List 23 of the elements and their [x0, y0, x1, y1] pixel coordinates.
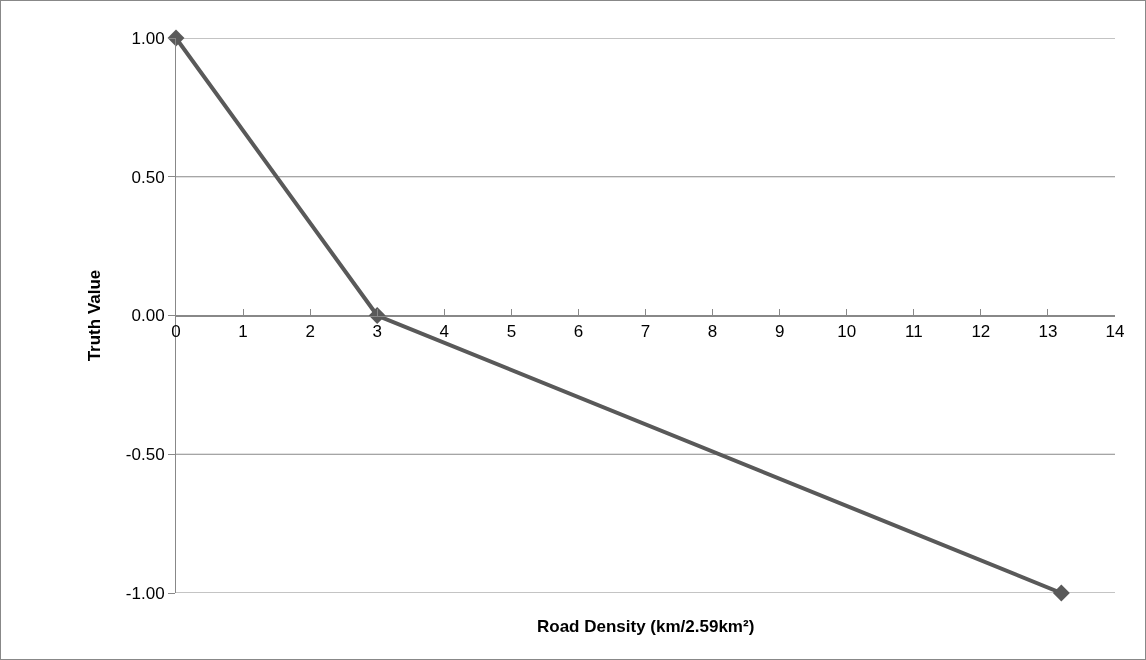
y-tick-label: 1.00 — [131, 28, 165, 48]
x-tick-label: 3 — [372, 321, 382, 341]
x-tick-label: 14 — [1105, 321, 1125, 341]
y-tick-label: 0.00 — [131, 306, 165, 326]
x-tick-label: 13 — [1038, 321, 1058, 341]
x-tick-label: 7 — [640, 321, 651, 341]
x-tick-label: 6 — [573, 321, 584, 341]
x-tick-label: 10 — [837, 321, 857, 341]
y-axis-title: Truth Value — [85, 269, 105, 362]
x-tick-label: 9 — [774, 321, 785, 341]
x-tick-label: 0 — [171, 321, 181, 341]
y-tick-label: -0.50 — [125, 445, 165, 465]
x-tick-label: 5 — [506, 321, 517, 341]
point — [1052, 584, 1070, 602]
x-tick-label: 4 — [439, 321, 450, 341]
y-tick-label: 0.50 — [131, 167, 165, 187]
x-tick-label: 12 — [971, 321, 991, 341]
x-tick-label: 2 — [305, 321, 315, 341]
x-axis-title: Road Density (km/2.59km²) — [537, 617, 755, 636]
x-tick-label: 11 — [904, 321, 923, 341]
x-tick-label: 8 — [707, 321, 718, 341]
x-tick-label: 1 — [238, 321, 248, 341]
y-tick-label: -1.00 — [125, 583, 165, 603]
